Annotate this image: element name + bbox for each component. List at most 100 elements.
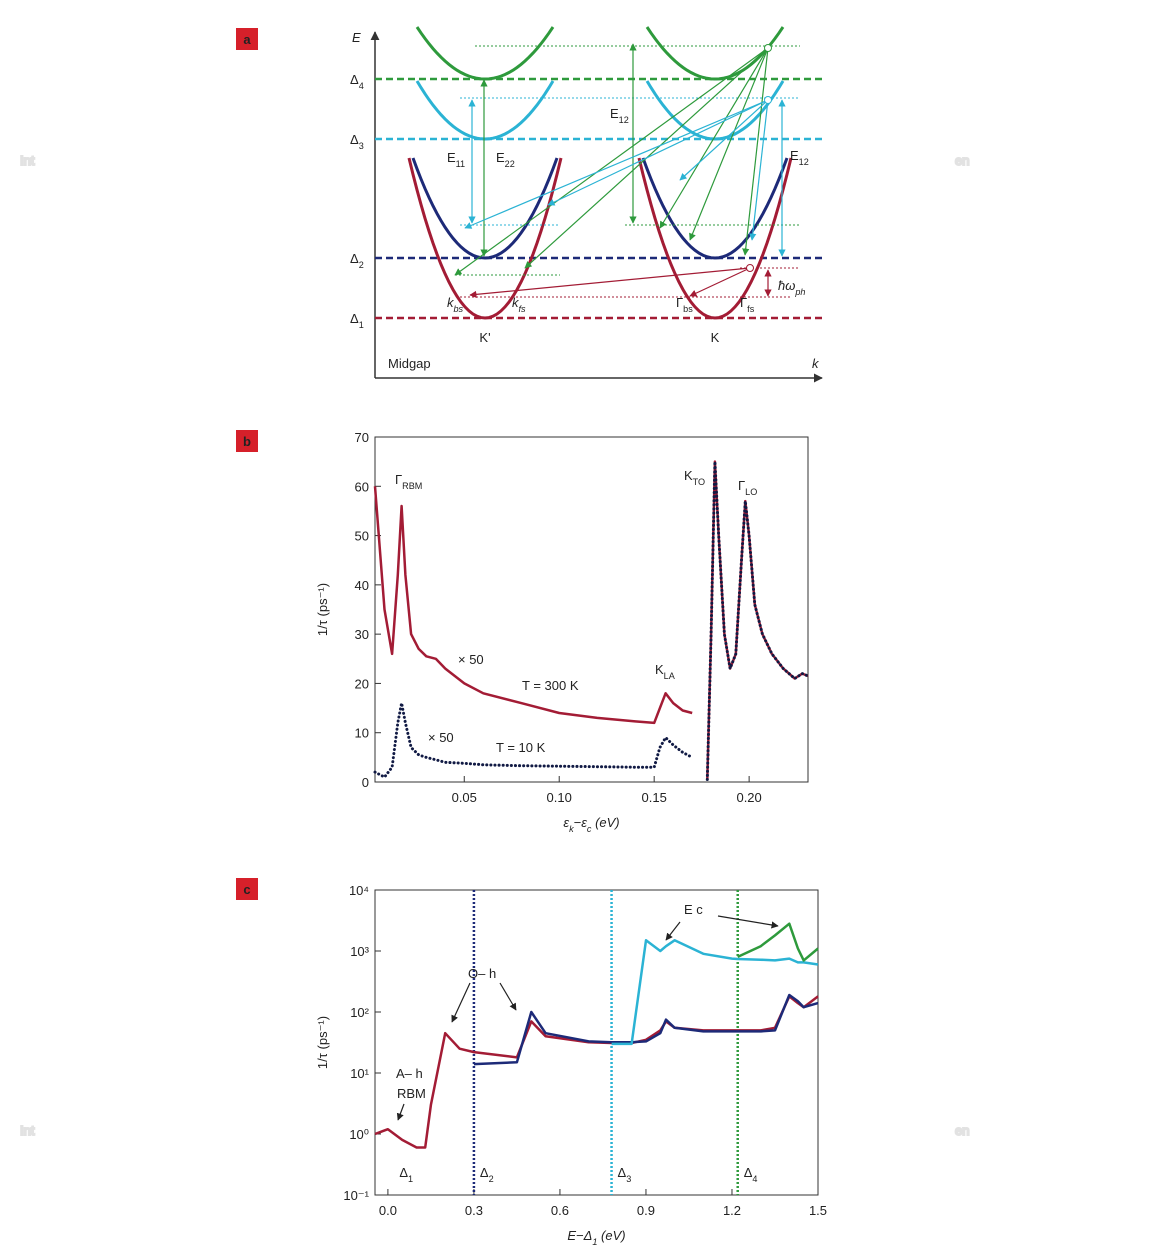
arrow [396,1103,405,1121]
x-tick-label: 0.20 [736,790,761,805]
level-label: Δ2 [350,251,364,270]
annotation-part: Γ [738,478,745,493]
transition-label-part: E [790,148,799,163]
y-axis-label: 1/τ (ps⁻¹) [315,1016,330,1069]
y-tick-label: 10 [355,726,369,741]
level-label: Δ4 [350,72,364,91]
level-label: Δ1 [350,311,364,330]
watermark: en [955,153,969,168]
watermark: en [955,1123,969,1138]
momentum-label: Γfs [740,295,755,314]
arrow [454,47,769,276]
arrow [547,99,769,206]
delta-label: Δ4 [744,1165,758,1184]
annotation-part: LA [664,671,676,681]
valley-label: K [711,330,720,345]
watermark: Int [20,1123,35,1138]
annotation-part: K [655,662,664,677]
midgap-label: Midgap [388,356,431,371]
y-tick-label: 50 [355,529,369,544]
panel-label-box [236,28,258,50]
y-axis-label: 1/τ (ps⁻¹) [315,583,330,636]
plot-frame [374,889,819,1196]
x-tick-label: 0.6 [551,1203,569,1218]
x-axis-label-part: c [587,824,592,834]
phonon-label-part: ħω [778,278,795,293]
y-tick-label: 10¹ [350,1066,369,1081]
transition-label-part: 22 [505,159,515,169]
band-parabola [645,80,785,141]
panel-label: a [243,32,251,47]
band-parabola [411,157,559,260]
transition-label-part: 11 [456,159,465,169]
state-marker [746,264,754,272]
x-tick-label: 0.0 [379,1203,397,1218]
annotation-part: Γ [395,472,402,487]
x-axis-label-part: E−Δ [567,1228,592,1243]
delta-label-part: 2 [489,1174,494,1184]
axis-label: E [352,30,361,45]
transition-label: E12 [610,106,629,125]
annotation: ΓLO [738,478,757,497]
momentum-label-part: Γ [740,295,747,310]
annotation-part: LO [745,487,757,497]
phonon-label: ħωph [778,278,805,297]
x-axis-label: εk−εc (eV) [563,815,619,834]
y-tick-label: 10⁰ [349,1127,369,1142]
series-line [373,460,810,781]
state-marker [764,96,772,104]
annotation: A– h [396,1066,423,1081]
level-label-part: 2 [359,260,364,270]
transition-label: E12 [790,148,809,167]
x-axis-label-part: −ε [574,815,588,830]
delta-label-part: 4 [752,1174,757,1184]
y-tick-label: 0 [362,775,369,790]
axis-label: k [812,356,820,371]
transition-label: E11 [447,150,465,169]
state-marker [764,44,772,52]
arrow [464,99,769,229]
y-tick-label: 10⁻¹ [343,1188,369,1203]
momentum-label-part: fs [747,304,755,314]
plot-frame [374,436,809,783]
transition-label-part: E [447,150,456,165]
annotation: E c [684,902,703,917]
panel-label-box [236,878,258,900]
x-axis-label-part: (eV) [597,1228,625,1243]
x-tick-label: 0.15 [642,790,667,805]
delta-label-part: Δ [480,1165,489,1180]
momentum-label-part: bs [454,304,464,314]
arrow [679,99,769,181]
band-parabola [641,157,789,260]
level-label-part: Δ [350,311,359,326]
y-tick-label: 40 [355,578,369,593]
series-line [374,995,819,1149]
delta-label-part: Δ [399,1165,408,1180]
band-parabola [415,80,555,141]
annotation: RBM [397,1086,426,1101]
level-label-part: 4 [359,81,364,91]
level-label-part: Δ [350,72,359,87]
x-tick-label: 0.3 [465,1203,483,1218]
y-tick-label: 70 [355,430,369,445]
band-parabola [407,157,563,320]
annotation: × 50 [458,652,484,667]
x-tick-label: 0.05 [452,790,477,805]
delta-label-part: 1 [408,1174,413,1184]
arrow [689,47,769,241]
x-axis-label: E−Δ1 (eV) [567,1228,625,1247]
arrow [469,267,751,298]
x-axis-label-part: k [569,824,574,834]
band-parabola [637,157,793,320]
delta-label: Δ2 [480,1165,494,1184]
panel-label: b [243,434,251,449]
momentum-label: Γbs [676,295,693,314]
momentum-label: kfs [512,295,526,314]
annotation: ΓRBM [395,472,422,491]
delta-label: Δ3 [618,1165,632,1184]
level-label-part: 1 [359,320,364,330]
x-tick-label: 0.10 [547,790,572,805]
y-tick-label: 10³ [350,944,369,959]
x-tick-label: 0.9 [637,1203,655,1218]
